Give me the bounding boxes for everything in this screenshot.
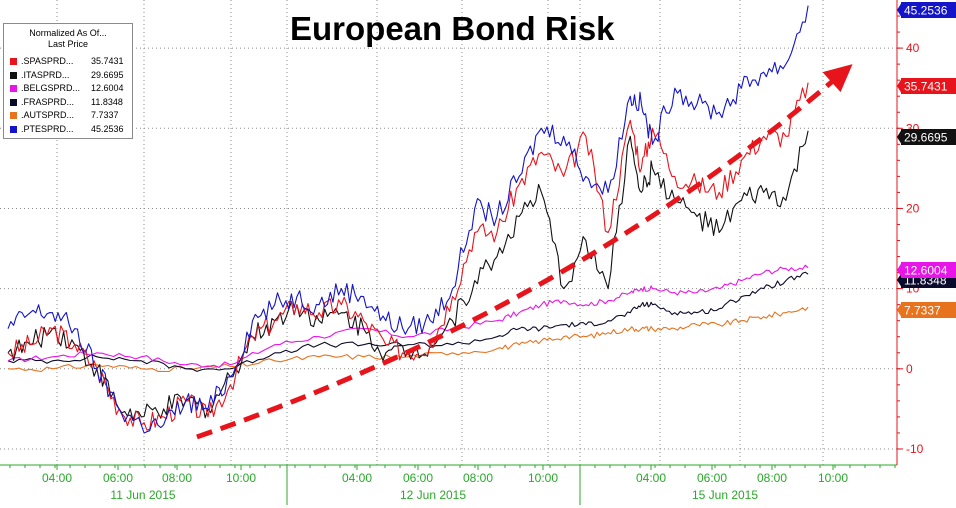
last-price-label: 29.6695	[904, 131, 948, 145]
legend-swatch	[10, 71, 17, 79]
series-line-autsprd	[7, 306, 809, 373]
legend-series-name: .BELGSPRD...	[21, 83, 81, 94]
legend-item: .AUTSPRD... 7.7337	[10, 109, 130, 121]
last-price-label: 45.2536	[904, 4, 948, 18]
gridlines	[0, 0, 897, 465]
x-tick-label: 10:00	[226, 471, 256, 485]
y-tick-label: -10	[906, 442, 924, 456]
last-price-pointer	[897, 302, 902, 318]
legend: Normalized As Of... Last Price .SPASPRD.…	[3, 23, 133, 139]
x-tick-label: 04:00	[42, 471, 72, 485]
last-price-box	[901, 302, 956, 318]
legend-header-2: Last Price	[47, 39, 89, 49]
last-price-pointer	[897, 262, 902, 278]
x-tick-label: 10:00	[528, 471, 558, 485]
last-price-box	[901, 129, 956, 145]
legend-series-value: 45.2536	[91, 124, 124, 134]
x-tick-label: 10:00	[818, 471, 848, 485]
last-price-pointer	[897, 129, 902, 145]
legend-item: .ITASPRD... 29.6695	[10, 69, 130, 81]
last-price-box	[901, 2, 956, 18]
legend-series-name: .PTESPRD...	[21, 124, 74, 134]
last-price-box	[901, 262, 956, 278]
series-line-ptesprd	[7, 5, 809, 434]
x-tick-label: 04:00	[342, 471, 372, 485]
trend-arrow	[196, 64, 853, 440]
legend-swatch	[10, 112, 17, 120]
legend-series-value: 7.7337	[91, 110, 119, 121]
series-line-belgsprd	[7, 264, 809, 368]
last-price-label: 12.6004	[904, 264, 948, 278]
last-price-labels: 45.253635.743129.669511.834812.60047.733…	[897, 2, 956, 318]
legend-series-name: .ITASPRD...	[21, 69, 70, 80]
last-price-label: 35.7431	[904, 80, 948, 94]
x-axis: 04:00 06:00 08:00 10:00 04:00 06:00 08:00 10:00…	[0, 464, 897, 505]
last-price-label: 7.7337	[904, 304, 941, 318]
series-line-itasprd	[7, 130, 809, 421]
legend-series-name: .FRASPRD...	[21, 96, 75, 107]
legend-swatch	[10, 58, 17, 65]
y-tick-label: 0	[906, 362, 913, 376]
x-tick-label: 04:00	[636, 471, 666, 485]
y-tick-label: 40	[906, 41, 920, 55]
series-line-spasprd	[7, 82, 809, 431]
x-tick-label: 06:00	[697, 471, 727, 485]
legend-swatch	[10, 85, 17, 93]
x-tick-label: 06:00	[103, 471, 133, 485]
last-price-pointer	[897, 78, 902, 94]
trend-arrow-shaft	[196, 74, 841, 440]
x-day-label: 12 Jun 2015	[400, 488, 466, 502]
legend-series-value: 29.6695	[91, 69, 124, 80]
legend-series-name: .AUTSPRD...	[21, 110, 75, 121]
chart-title: European Bond Risk	[290, 10, 615, 47]
legend-item: .BELGSPRD... 12.6004	[10, 82, 130, 94]
legend-swatch	[10, 126, 17, 133]
x-day-label: 11 Jun 2015	[110, 488, 175, 502]
x-tick-label: 08:00	[162, 471, 192, 485]
series-lines	[7, 5, 809, 434]
legend-item: .SPASPRD... 35.7431	[10, 55, 130, 67]
y-tick-label: 20	[906, 201, 920, 215]
legend-item: .FRASPRD... 11.8348	[10, 96, 130, 108]
trend-arrow-head	[822, 64, 853, 93]
legend-item: .PTESPRD... 45.2536	[10, 123, 130, 135]
last-price-pointer	[897, 2, 902, 18]
x-tick-label: 06:00	[403, 471, 433, 485]
legend-series-name: .SPASPRD...	[21, 56, 74, 66]
x-day-label: 15 Jun 2015	[692, 488, 758, 502]
x-tick-label: 08:00	[757, 471, 787, 485]
x-tick-label: 08:00	[463, 471, 493, 485]
legend-header-1: Normalized As Of...	[29, 28, 107, 38]
legend-series-value: 35.7431	[91, 56, 124, 66]
legend-swatch	[10, 98, 17, 106]
last-price-box	[901, 78, 956, 94]
series-line-frasprd	[7, 271, 809, 372]
legend-series-value: 11.8348	[91, 96, 123, 107]
legend-series-value: 12.6004	[91, 83, 124, 94]
